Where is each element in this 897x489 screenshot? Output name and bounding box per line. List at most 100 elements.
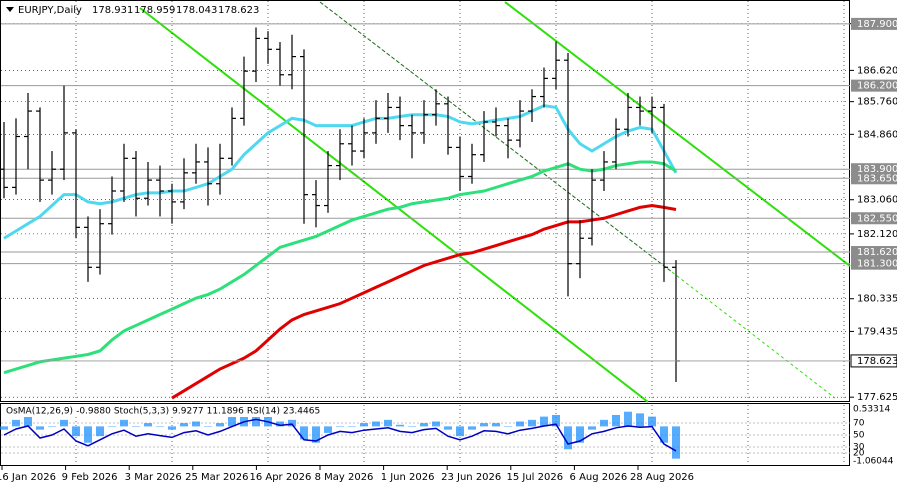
osma-bar — [324, 426, 332, 433]
osma-bar — [384, 419, 392, 427]
osma-bar — [180, 423, 188, 427]
osma-bar — [396, 424, 404, 427]
osma-bar — [360, 423, 368, 427]
quote-value: 178.043 — [176, 5, 217, 16]
y-tick-label: 179.435 — [857, 326, 897, 337]
osma-bar — [588, 426, 596, 430]
level-label: 186.200 — [857, 81, 897, 92]
x-tick-label: 16 Apr 2026 — [249, 472, 311, 483]
osma-bar — [408, 426, 416, 427]
chart-title: EURJPY,Daily — [18, 5, 82, 16]
osma-bar — [492, 423, 500, 427]
osma-bar — [504, 426, 512, 427]
level-box — [851, 163, 897, 176]
y-tick-label: 177.625 — [857, 392, 897, 403]
osma-bar — [672, 426, 680, 459]
level-label: 187.900 — [857, 19, 897, 30]
level-box — [851, 246, 897, 259]
osma-bar — [192, 421, 200, 427]
osma-bar — [468, 426, 476, 430]
osma-bar — [516, 421, 524, 427]
osma-bar — [336, 426, 344, 427]
indicator-value: 23.4465 — [283, 407, 320, 417]
osma-bar — [528, 419, 536, 427]
level-label: 183.900 — [857, 164, 897, 175]
indicator-value: 9.9277 — [172, 407, 204, 417]
osma-bar — [300, 426, 308, 440]
osma-bar — [420, 423, 428, 427]
osma-bar — [24, 416, 32, 427]
line-series — [3, 418, 677, 452]
osma-bar — [276, 421, 284, 427]
x-tick-label: 28 Aug 2026 — [630, 472, 694, 483]
x-tick-label: 6 Aug 2026 — [570, 472, 628, 483]
x-tick-label: 23 Jun 2026 — [441, 472, 501, 483]
osma-bar — [84, 426, 92, 443]
trend-lines — [139, 1, 851, 403]
trend-line — [319, 1, 673, 273]
indicator-name: RSI(14) — [247, 407, 280, 417]
line-series — [3, 104, 678, 240]
osma-bar — [636, 413, 644, 427]
title-arrow — [6, 7, 14, 12]
y-tick-label: 183.060 — [857, 195, 897, 206]
osma-bar — [600, 419, 608, 427]
level-label: 183.650 — [857, 173, 897, 184]
x-tick-label: 8 May 2026 — [315, 472, 374, 483]
osma-bar — [264, 414, 272, 427]
osma-bar — [156, 426, 164, 427]
osma-bar — [372, 421, 380, 427]
osma-bar — [624, 411, 632, 427]
indicator-value: 11.1896 — [207, 407, 244, 417]
osc-tick-label: 30 — [853, 443, 865, 453]
osma-bar — [612, 414, 620, 427]
x-tick-label: 9 Feb 2026 — [62, 472, 118, 483]
osma-bar — [432, 421, 440, 427]
osma-bar — [348, 426, 356, 427]
last-price-label: 178.623 — [857, 356, 897, 367]
osma-bar — [456, 426, 464, 437]
x-tick-label: 15 Jul 2026 — [506, 472, 563, 483]
osma-bar — [228, 416, 236, 427]
trend-line — [671, 271, 836, 399]
quote-value: 178.959 — [134, 5, 175, 16]
osma-bar — [204, 426, 212, 427]
level-box — [851, 79, 897, 92]
osma-bar — [444, 426, 452, 430]
line-series — [3, 160, 677, 375]
y-tick-label: 186.620 — [857, 65, 897, 76]
osma-bar — [48, 426, 56, 427]
osma-bar — [108, 426, 116, 427]
x-tick-label: 1 Jun 2026 — [381, 472, 435, 483]
osma-tick-label: 0.53314 — [853, 405, 890, 415]
level-box — [851, 212, 897, 225]
osma-bar — [120, 419, 128, 427]
osma-tick-label: -1.06044 — [853, 457, 894, 467]
y-tick-label: 182.120 — [857, 229, 897, 240]
osma-bar — [216, 423, 224, 427]
osma-bar — [564, 426, 572, 450]
osma-bar — [36, 426, 44, 430]
osc-tick-label: 70 — [853, 419, 865, 429]
trend-line — [139, 7, 649, 403]
x-tick-label: 3 Mar 2026 — [125, 472, 182, 483]
osma-bar — [660, 426, 668, 443]
osma-bar — [252, 410, 260, 427]
osma-bar — [72, 426, 80, 437]
level-label: 181.300 — [857, 259, 897, 270]
y-tick-label: 184.860 — [857, 129, 897, 140]
indicator-value: -0.9880 — [76, 407, 111, 417]
osma-bar — [132, 426, 140, 427]
quote-value: 178.931 — [92, 5, 133, 16]
osma-bar — [312, 426, 320, 443]
indicator-name: OsMA(12,26,9) — [6, 407, 73, 417]
last-price-box — [850, 354, 897, 368]
osma-bar — [0, 426, 8, 430]
osma-bar — [60, 419, 68, 427]
x-tick-label: 16 Jan 2026 — [0, 472, 56, 483]
osma-bar — [288, 419, 296, 427]
osma-bar — [480, 423, 488, 427]
osma-bar — [648, 416, 656, 427]
